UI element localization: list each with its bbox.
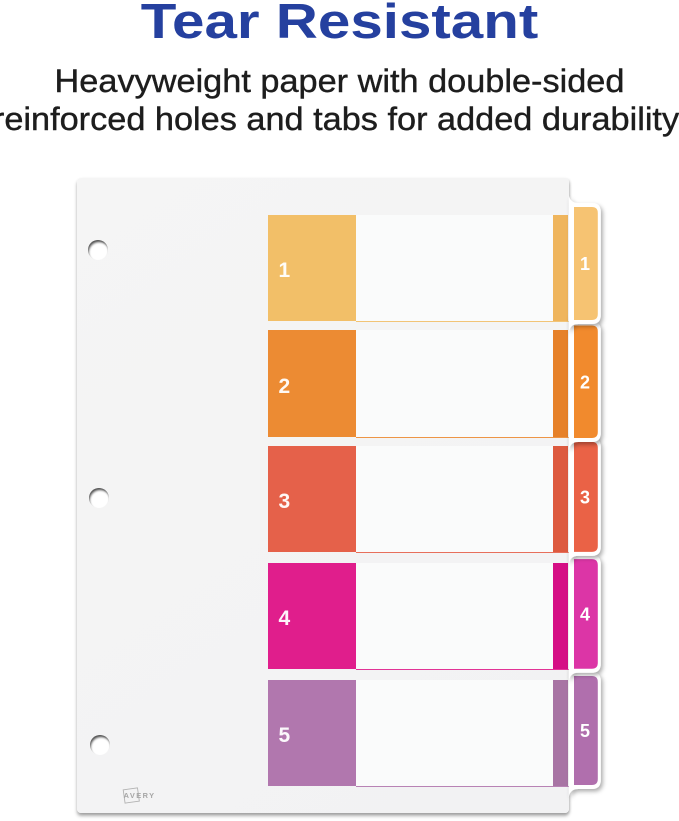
svg-text:1: 1: [580, 254, 590, 274]
svg-text:4: 4: [580, 604, 590, 624]
svg-text:AVERY: AVERY: [123, 791, 155, 800]
svg-text:2: 2: [580, 372, 590, 392]
svg-text:5: 5: [580, 721, 590, 741]
svg-text:3: 3: [580, 487, 590, 507]
